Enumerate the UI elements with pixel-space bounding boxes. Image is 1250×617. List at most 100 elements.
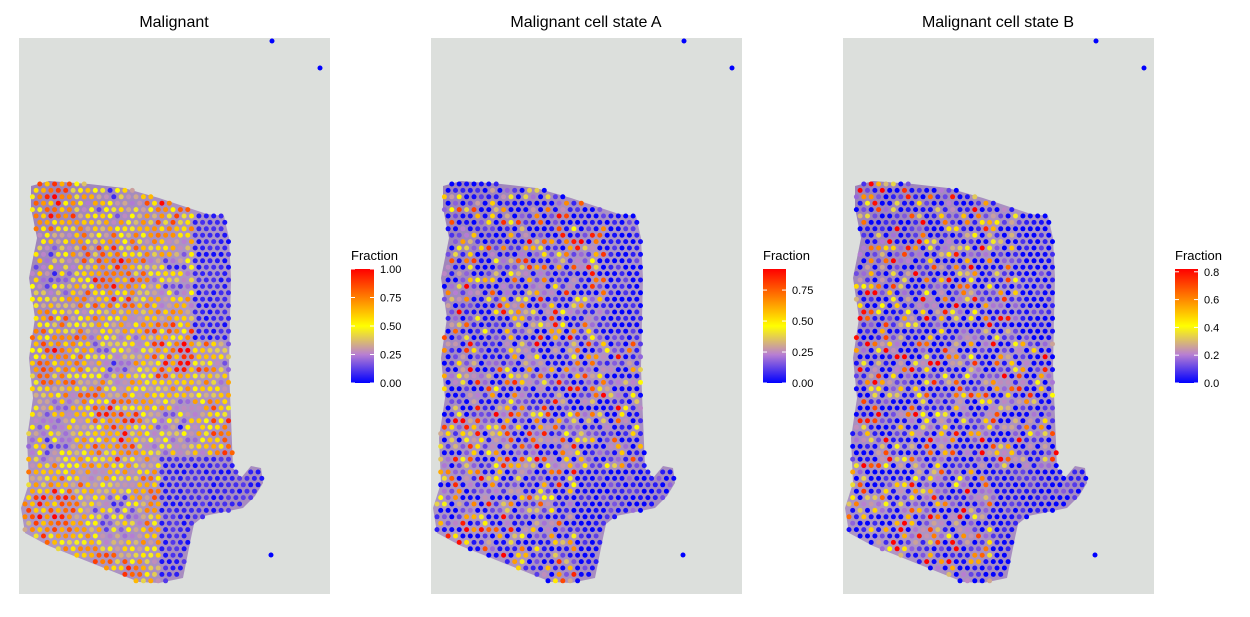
spot <box>924 507 930 513</box>
spot <box>122 367 128 373</box>
spot <box>133 271 139 277</box>
spot <box>144 239 150 245</box>
spot <box>501 360 507 366</box>
spot <box>626 322 632 328</box>
spot <box>133 565 139 571</box>
spot <box>63 469 69 475</box>
spot <box>174 251 180 257</box>
spot <box>85 456 91 462</box>
spot <box>987 373 993 379</box>
spot <box>905 296 911 302</box>
spot <box>508 450 514 456</box>
spot <box>545 258 551 264</box>
spot <box>70 418 76 424</box>
spot <box>887 533 893 539</box>
spot <box>552 463 558 469</box>
spot <box>52 386 58 392</box>
spot <box>861 258 867 264</box>
spot <box>868 322 874 328</box>
spot <box>638 367 643 373</box>
spot <box>972 552 978 558</box>
spot <box>1016 411 1022 417</box>
spot <box>44 283 50 289</box>
spot <box>552 296 558 302</box>
spot <box>619 283 625 289</box>
spot <box>623 315 629 321</box>
spot <box>81 245 87 251</box>
spot <box>615 456 621 462</box>
spot <box>564 277 569 283</box>
spot <box>129 571 135 577</box>
spot <box>1050 354 1055 360</box>
spot <box>894 507 900 513</box>
panel-title: Malignant <box>139 14 209 31</box>
spot <box>545 322 551 328</box>
spot <box>1075 488 1081 494</box>
spot <box>504 482 510 488</box>
spot <box>957 245 963 251</box>
spot <box>44 475 50 481</box>
spot <box>482 239 488 245</box>
spot <box>879 533 885 539</box>
spot <box>508 322 514 328</box>
spot <box>939 431 944 437</box>
spot <box>853 501 859 507</box>
spot <box>96 527 102 533</box>
spot <box>460 187 466 193</box>
spot <box>957 373 963 379</box>
spot <box>59 514 65 520</box>
spot <box>140 501 146 507</box>
spot <box>979 386 985 392</box>
spot <box>137 341 143 347</box>
spot <box>556 443 562 449</box>
spot <box>575 539 581 545</box>
spot <box>541 303 547 309</box>
spot <box>1053 475 1059 481</box>
spot <box>1005 290 1011 296</box>
spot <box>942 463 948 469</box>
spot <box>170 411 176 417</box>
spot <box>163 373 169 379</box>
spot <box>545 373 551 379</box>
spot <box>1038 335 1044 341</box>
spot <box>601 507 606 513</box>
spot <box>976 277 981 283</box>
spot <box>107 239 113 245</box>
spot <box>482 507 488 513</box>
spot <box>100 200 106 206</box>
spot <box>471 514 477 520</box>
spot <box>976 392 981 398</box>
spot <box>964 399 970 405</box>
spot <box>111 283 117 289</box>
spot <box>449 322 455 328</box>
spot <box>189 418 194 424</box>
spot <box>92 495 98 501</box>
spot <box>861 245 867 251</box>
spot <box>81 258 87 264</box>
spot <box>211 290 217 296</box>
spot <box>567 258 573 264</box>
spot <box>189 469 194 475</box>
spot <box>48 354 54 360</box>
spot <box>1027 251 1033 257</box>
spot <box>118 258 124 264</box>
spot <box>140 539 146 545</box>
spot <box>118 386 124 392</box>
spot <box>478 501 484 507</box>
spot <box>122 303 128 309</box>
spot <box>998 456 1004 462</box>
spot <box>475 226 481 232</box>
spot <box>920 539 926 545</box>
spot <box>894 303 900 309</box>
spot <box>467 367 473 373</box>
spot <box>552 565 558 571</box>
spot <box>1009 207 1015 213</box>
spot <box>74 207 80 213</box>
spot <box>453 392 458 398</box>
spot <box>556 354 562 360</box>
spot <box>482 315 488 321</box>
spot <box>166 341 172 347</box>
spot <box>460 469 466 475</box>
spot <box>70 546 76 552</box>
spot <box>946 431 952 437</box>
